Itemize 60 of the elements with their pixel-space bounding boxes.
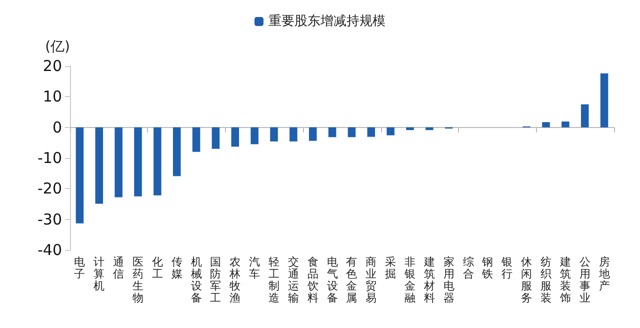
- y-tick-label: 0: [52, 118, 62, 136]
- x-tick-label: 房地产: [598, 256, 610, 292]
- x-tick-label: 通信: [113, 256, 124, 280]
- bar: [348, 127, 356, 138]
- bar: [562, 122, 570, 128]
- bar: [308, 127, 317, 141]
- bar: [192, 127, 200, 152]
- x-tick-label: 钢铁: [481, 256, 494, 280]
- bar: [172, 127, 181, 176]
- x-tick-label: 有色金属: [346, 256, 358, 304]
- x-tick-label: 公用事业: [579, 256, 590, 304]
- x-tick-label: 家用电器: [443, 256, 454, 304]
- x-tick-label: 建筑装饰: [558, 256, 571, 304]
- y-tick-label: -20: [38, 180, 62, 198]
- bar: [600, 73, 608, 128]
- bar: [231, 127, 240, 147]
- bar: [367, 127, 376, 137]
- x-tick-label: 电气设备: [326, 256, 338, 304]
- x-tick-label: 汽车: [249, 256, 260, 280]
- x-tick-label: 综合: [462, 256, 474, 280]
- x-tick-label: 计算机: [94, 256, 105, 292]
- x-tick-label: 国防军工: [210, 256, 222, 304]
- bar: [270, 127, 278, 142]
- y-tick-label: 10: [42, 88, 62, 106]
- bar: [250, 127, 258, 144]
- y-tick-label: 20: [42, 57, 62, 75]
- y-tick-label: -40: [38, 241, 62, 259]
- y-tick-label: -10: [38, 149, 62, 167]
- y-axis-title: (亿): [45, 39, 70, 55]
- x-tick-label: 农林牧渔: [228, 256, 241, 304]
- bar: [114, 127, 122, 198]
- bar: [406, 127, 414, 130]
- x-tick-label: 食品饮料: [306, 256, 318, 304]
- y-tick-label: -30: [38, 210, 62, 228]
- bar: [212, 127, 220, 149]
- x-tick-label: 医药生物: [132, 256, 144, 304]
- x-tick-label: 轻工制造: [268, 256, 280, 304]
- x-tick-label: 商业贸易: [366, 256, 377, 304]
- bar: [154, 127, 162, 196]
- x-tick-label: 电子: [74, 256, 86, 280]
- bar: [542, 122, 550, 128]
- bar: [290, 127, 298, 142]
- bar: [134, 127, 142, 196]
- x-tick-label: 建筑材料: [422, 256, 435, 304]
- x-tick-label: 纺织服装: [540, 256, 552, 304]
- x-tick-label: 银行: [500, 256, 513, 280]
- bar: [580, 104, 589, 128]
- x-tick-label: 非银金融: [404, 256, 416, 304]
- x-tick-label: 传媒: [171, 256, 182, 280]
- x-tick-label: 机械设备: [190, 256, 202, 304]
- x-tick-label: 采掘: [385, 256, 396, 280]
- x-tick-label: 休闲服务: [521, 256, 532, 304]
- x-tick-label: 化工: [152, 256, 163, 280]
- bar: [95, 127, 104, 204]
- legend-label: 重要股东增减持规模: [268, 14, 386, 29]
- bar: [76, 127, 84, 224]
- bar: [426, 127, 434, 130]
- x-tick-label: 交通运输: [288, 256, 299, 304]
- bar: [328, 127, 336, 138]
- bar: [386, 127, 394, 136]
